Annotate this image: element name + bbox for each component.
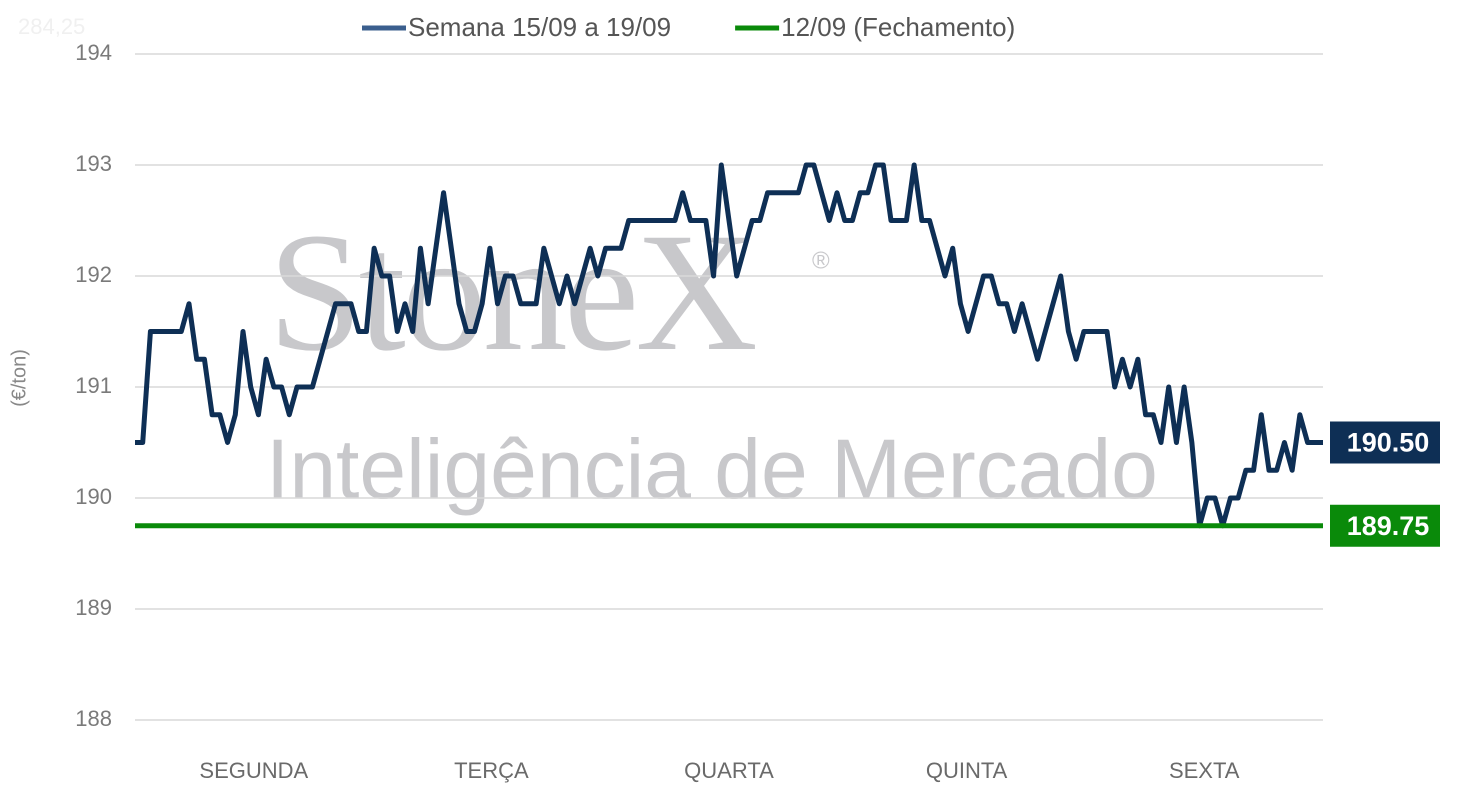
x-tick-label: SEGUNDA <box>199 758 308 783</box>
end-label: 190.50 <box>1330 421 1440 464</box>
watermark-brand: StoneX <box>268 198 755 386</box>
end-label-box <box>1330 504 1440 547</box>
y-tick-label: 189 <box>75 595 112 620</box>
end-label: 189.75 <box>1330 504 1440 547</box>
y-axis-label: (€/ton) <box>8 349 30 407</box>
series-line <box>135 162 1323 529</box>
x-tick-label: QUARTA <box>684 758 774 783</box>
end-label-text: 190.50 <box>1347 428 1430 458</box>
y-tick-label: 188 <box>75 706 112 731</box>
watermark: StoneX ® Inteligência de Mercado <box>266 198 1158 516</box>
y-tick-label: 194 <box>75 40 112 65</box>
y-tick-label: 193 <box>75 151 112 176</box>
watermark-mark: ® <box>812 247 830 274</box>
y-tick-label: 191 <box>75 373 112 398</box>
y-tick-label: 190 <box>75 484 112 509</box>
y-tick-label: 192 <box>75 262 112 287</box>
legend-label: Semana 15/09 a 19/09 <box>408 12 671 42</box>
x-tick-label: TERÇA <box>454 758 529 783</box>
legend-label: 12/09 (Fechamento) <box>781 12 1015 42</box>
x-tick-label: SEXTA <box>1169 758 1240 783</box>
end-label-box <box>1330 421 1440 464</box>
watermark-tagline: Inteligência de Mercado <box>266 422 1158 516</box>
end-label-text: 189.75 <box>1347 511 1430 541</box>
corner-text: 284,25 <box>18 14 85 39</box>
x-tick-label: QUINTA <box>926 758 1008 783</box>
